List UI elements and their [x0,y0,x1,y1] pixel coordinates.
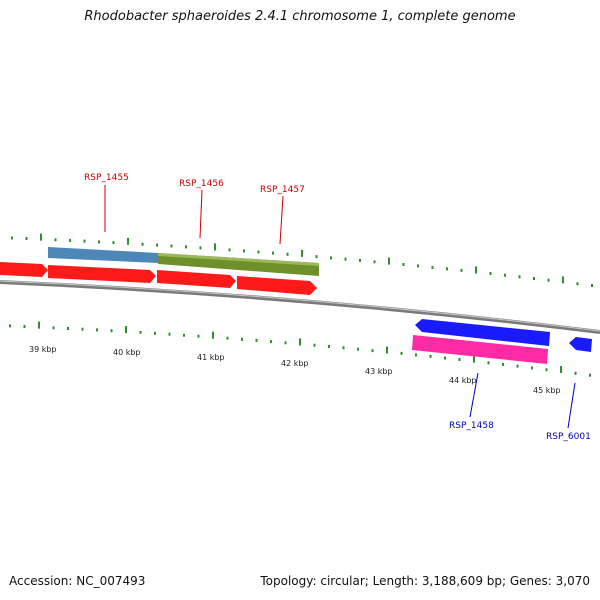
feature-track [48,247,319,276]
map-title: Rhodobacter sphaeroides 2.4.1 chromosome… [84,9,516,24]
feature-olive-highlight [158,253,319,266]
accession-text: Accession: NC_007493 [9,574,146,588]
outer-tick-row [11,233,593,287]
reverse-cds-track [412,319,592,364]
gene-labels: RSP_1455 RSP_1456 RSP_1457 RSP_1458 RSP_… [84,173,591,442]
gene-label-rsp-6001[interactable]: RSP_6001 [546,432,591,442]
scale-label: 42 kbp [281,359,309,368]
feature-blue-segment [48,247,158,263]
gene-leader-lines [104,185,576,429]
forward-cds-arrow[interactable] [237,276,317,295]
forward-cds-track [0,262,317,295]
genome-backbone-highlight [0,280,600,332]
reverse-cds-arrow[interactable] [415,319,550,346]
genome-summary-text: Topology: circular; Length: 3,188,609 bp… [260,574,590,588]
scale-labels: 39 kbp 40 kbp 41 kbp 42 kbp 43 kbp 44 kbp 45 k… [29,345,561,395]
forward-cds-arrow[interactable] [0,262,48,277]
genome-backbone [0,280,600,334]
gene-label-rsp-1455[interactable]: RSP_1455 [84,173,129,183]
scale-label: 43 kbp [365,367,393,376]
scale-label: 44 kbp [449,376,477,385]
scale-label: 45 kbp [533,386,561,395]
gene-label-rsp-1456[interactable]: RSP_1456 [179,179,224,189]
gene-label-rsp-1457[interactable]: RSP_1457 [260,185,305,195]
scale-label: 40 kbp [113,348,141,357]
reverse-cds-arrow[interactable] [569,337,592,352]
gene-label-rsp-1458[interactable]: RSP_1458 [449,421,494,431]
inner-tick-row [9,321,591,377]
forward-cds-arrow[interactable] [48,265,156,283]
rna-feature-bar[interactable] [412,335,548,364]
forward-cds-arrow[interactable] [157,270,236,288]
scale-label: 41 kbp [197,353,225,362]
feature-olive-segment [158,253,319,276]
scale-label: 39 kbp [29,345,57,354]
